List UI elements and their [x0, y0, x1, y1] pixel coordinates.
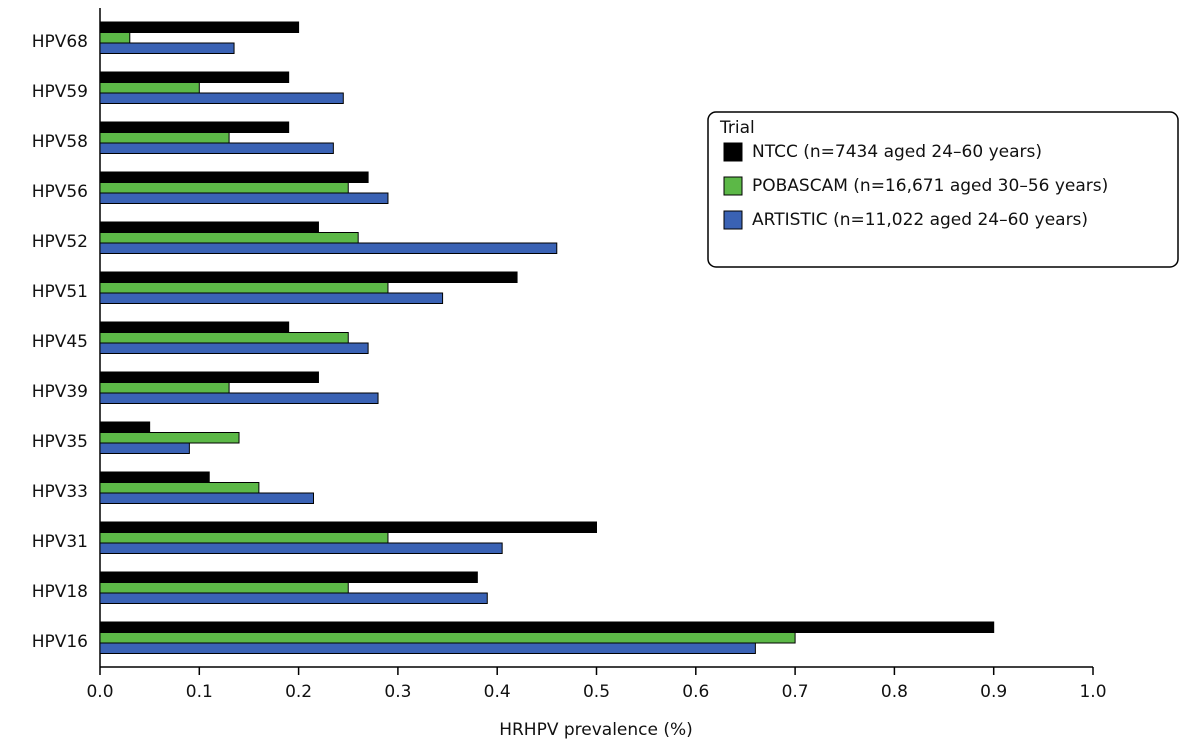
- bar: [99, 482, 260, 494]
- bar: [99, 421, 151, 433]
- legend-label: ARTISTIC (n=11,022 aged 24–60 years): [752, 210, 1088, 230]
- y-tick-label: HPV18: [32, 582, 88, 602]
- bar: [99, 142, 334, 154]
- y-tick-label: HPV52: [32, 232, 88, 252]
- bar: [99, 521, 597, 533]
- x-axis-label: HRHPV prevalence (%): [499, 720, 693, 740]
- bar: [99, 271, 518, 283]
- bar: [99, 642, 756, 654]
- bar: [99, 292, 444, 304]
- legend-label: NTCC (n=7434 aged 24–60 years): [752, 142, 1042, 162]
- legend-swatch: [723, 176, 743, 196]
- bar: [99, 571, 478, 583]
- bar: [99, 42, 235, 54]
- bar: [99, 332, 349, 344]
- bar: [99, 132, 230, 144]
- y-tick-label: HPV56: [32, 182, 88, 202]
- bar: [99, 121, 290, 133]
- bar: [99, 182, 349, 194]
- bar: [99, 242, 558, 254]
- y-tick-label: HPV68: [32, 32, 88, 52]
- bar: [99, 321, 290, 333]
- bar: [99, 221, 319, 233]
- legend-label: POBASCAM (n=16,671 aged 30–56 years): [752, 176, 1108, 196]
- bar: [99, 192, 389, 204]
- y-tick-label: HPV31: [32, 532, 88, 552]
- x-tick-label: 0.9: [980, 682, 1007, 702]
- bar: [99, 432, 240, 444]
- bar: [99, 592, 488, 604]
- bar: [99, 21, 300, 33]
- bar: [99, 92, 344, 104]
- y-tick-label: HPV45: [32, 332, 88, 352]
- x-tick-label: 0.8: [881, 682, 908, 702]
- x-tick-label: 1.0: [1079, 682, 1106, 702]
- bar: [99, 71, 290, 83]
- bar: [99, 392, 379, 404]
- y-tick-label: HPV51: [32, 282, 88, 302]
- x-tick-label: 0.3: [384, 682, 411, 702]
- bar: [99, 282, 389, 294]
- x-tick-label: 0.5: [583, 682, 610, 702]
- x-tick-label: 0.0: [86, 682, 113, 702]
- y-tick-label: HPV16: [32, 632, 88, 652]
- bar: [99, 542, 503, 554]
- bar: [99, 621, 995, 633]
- bar: [99, 342, 369, 354]
- bar: [99, 371, 319, 383]
- y-tick-label: HPV59: [32, 82, 88, 102]
- bar: [99, 82, 200, 94]
- bar: [99, 582, 349, 594]
- legend-box: [707, 111, 1179, 268]
- y-tick-label: HPV58: [32, 132, 88, 152]
- bar: [99, 171, 369, 183]
- bar: [99, 442, 190, 454]
- x-tick-label: 0.2: [285, 682, 312, 702]
- legend-title: Trial: [719, 118, 755, 138]
- bar: [99, 532, 389, 544]
- bar: [99, 492, 314, 504]
- bar: [99, 382, 230, 394]
- bar: [99, 632, 796, 644]
- bar: [99, 471, 210, 483]
- y-tick-label: HPV39: [32, 382, 88, 402]
- legend-swatch: [723, 142, 743, 162]
- x-tick-label: 0.1: [186, 682, 213, 702]
- y-tick-label: HPV35: [32, 432, 88, 452]
- x-tick-label: 0.4: [484, 682, 511, 702]
- x-tick-label: 0.7: [782, 682, 809, 702]
- legend-swatch: [723, 210, 743, 230]
- bar: [99, 32, 131, 44]
- y-tick-label: HPV33: [32, 482, 88, 502]
- x-tick-label: 0.6: [682, 682, 709, 702]
- bar: [99, 232, 359, 244]
